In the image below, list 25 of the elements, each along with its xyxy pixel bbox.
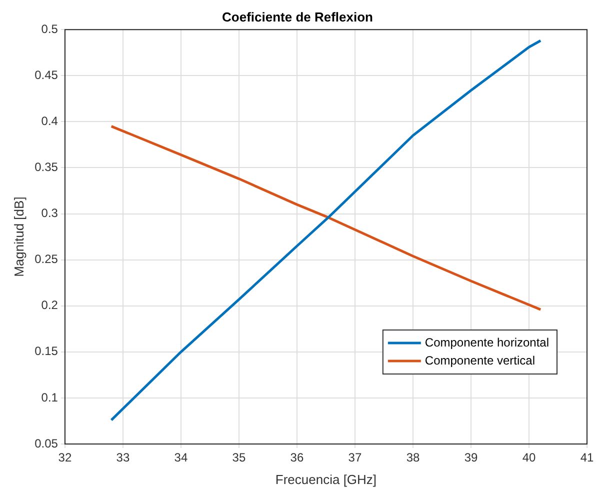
y-tick-label: 0.3 [41,206,58,220]
x-tick-label: 36 [290,450,304,465]
x-tick-label: 40 [522,450,536,465]
y-axis-title: Magnitud [dB] [11,196,26,277]
x-tick-label: 41 [580,450,594,465]
y-tick-label: 0.35 [34,160,58,174]
x-tick-label: 32 [58,450,72,465]
legend-label: Componente vertical [424,353,535,368]
chart-title: Coeficiente de Reflexion [222,9,374,24]
y-tick-label: 0.15 [34,344,58,358]
x-tick-label: 35 [232,450,246,465]
y-tick-label: 0.1 [41,390,58,404]
y-tick-label: 0.45 [34,68,58,82]
y-tick-label: 0.2 [41,298,58,312]
x-tick-label: 38 [406,450,420,465]
y-tick-label: 0.5 [41,22,58,36]
y-tick-label: 0.4 [41,114,58,128]
x-axis-title: Frecuencia [GHz] [275,472,377,487]
x-tick-label: 39 [464,450,478,465]
y-tick-label: 0.25 [34,252,58,266]
x-tick-label: 33 [116,450,130,465]
y-tick-label: 0.05 [34,436,58,450]
x-tick-label: 34 [174,450,188,465]
x-tick-label: 37 [348,450,362,465]
legend-label: Componente horizontal [424,335,549,350]
